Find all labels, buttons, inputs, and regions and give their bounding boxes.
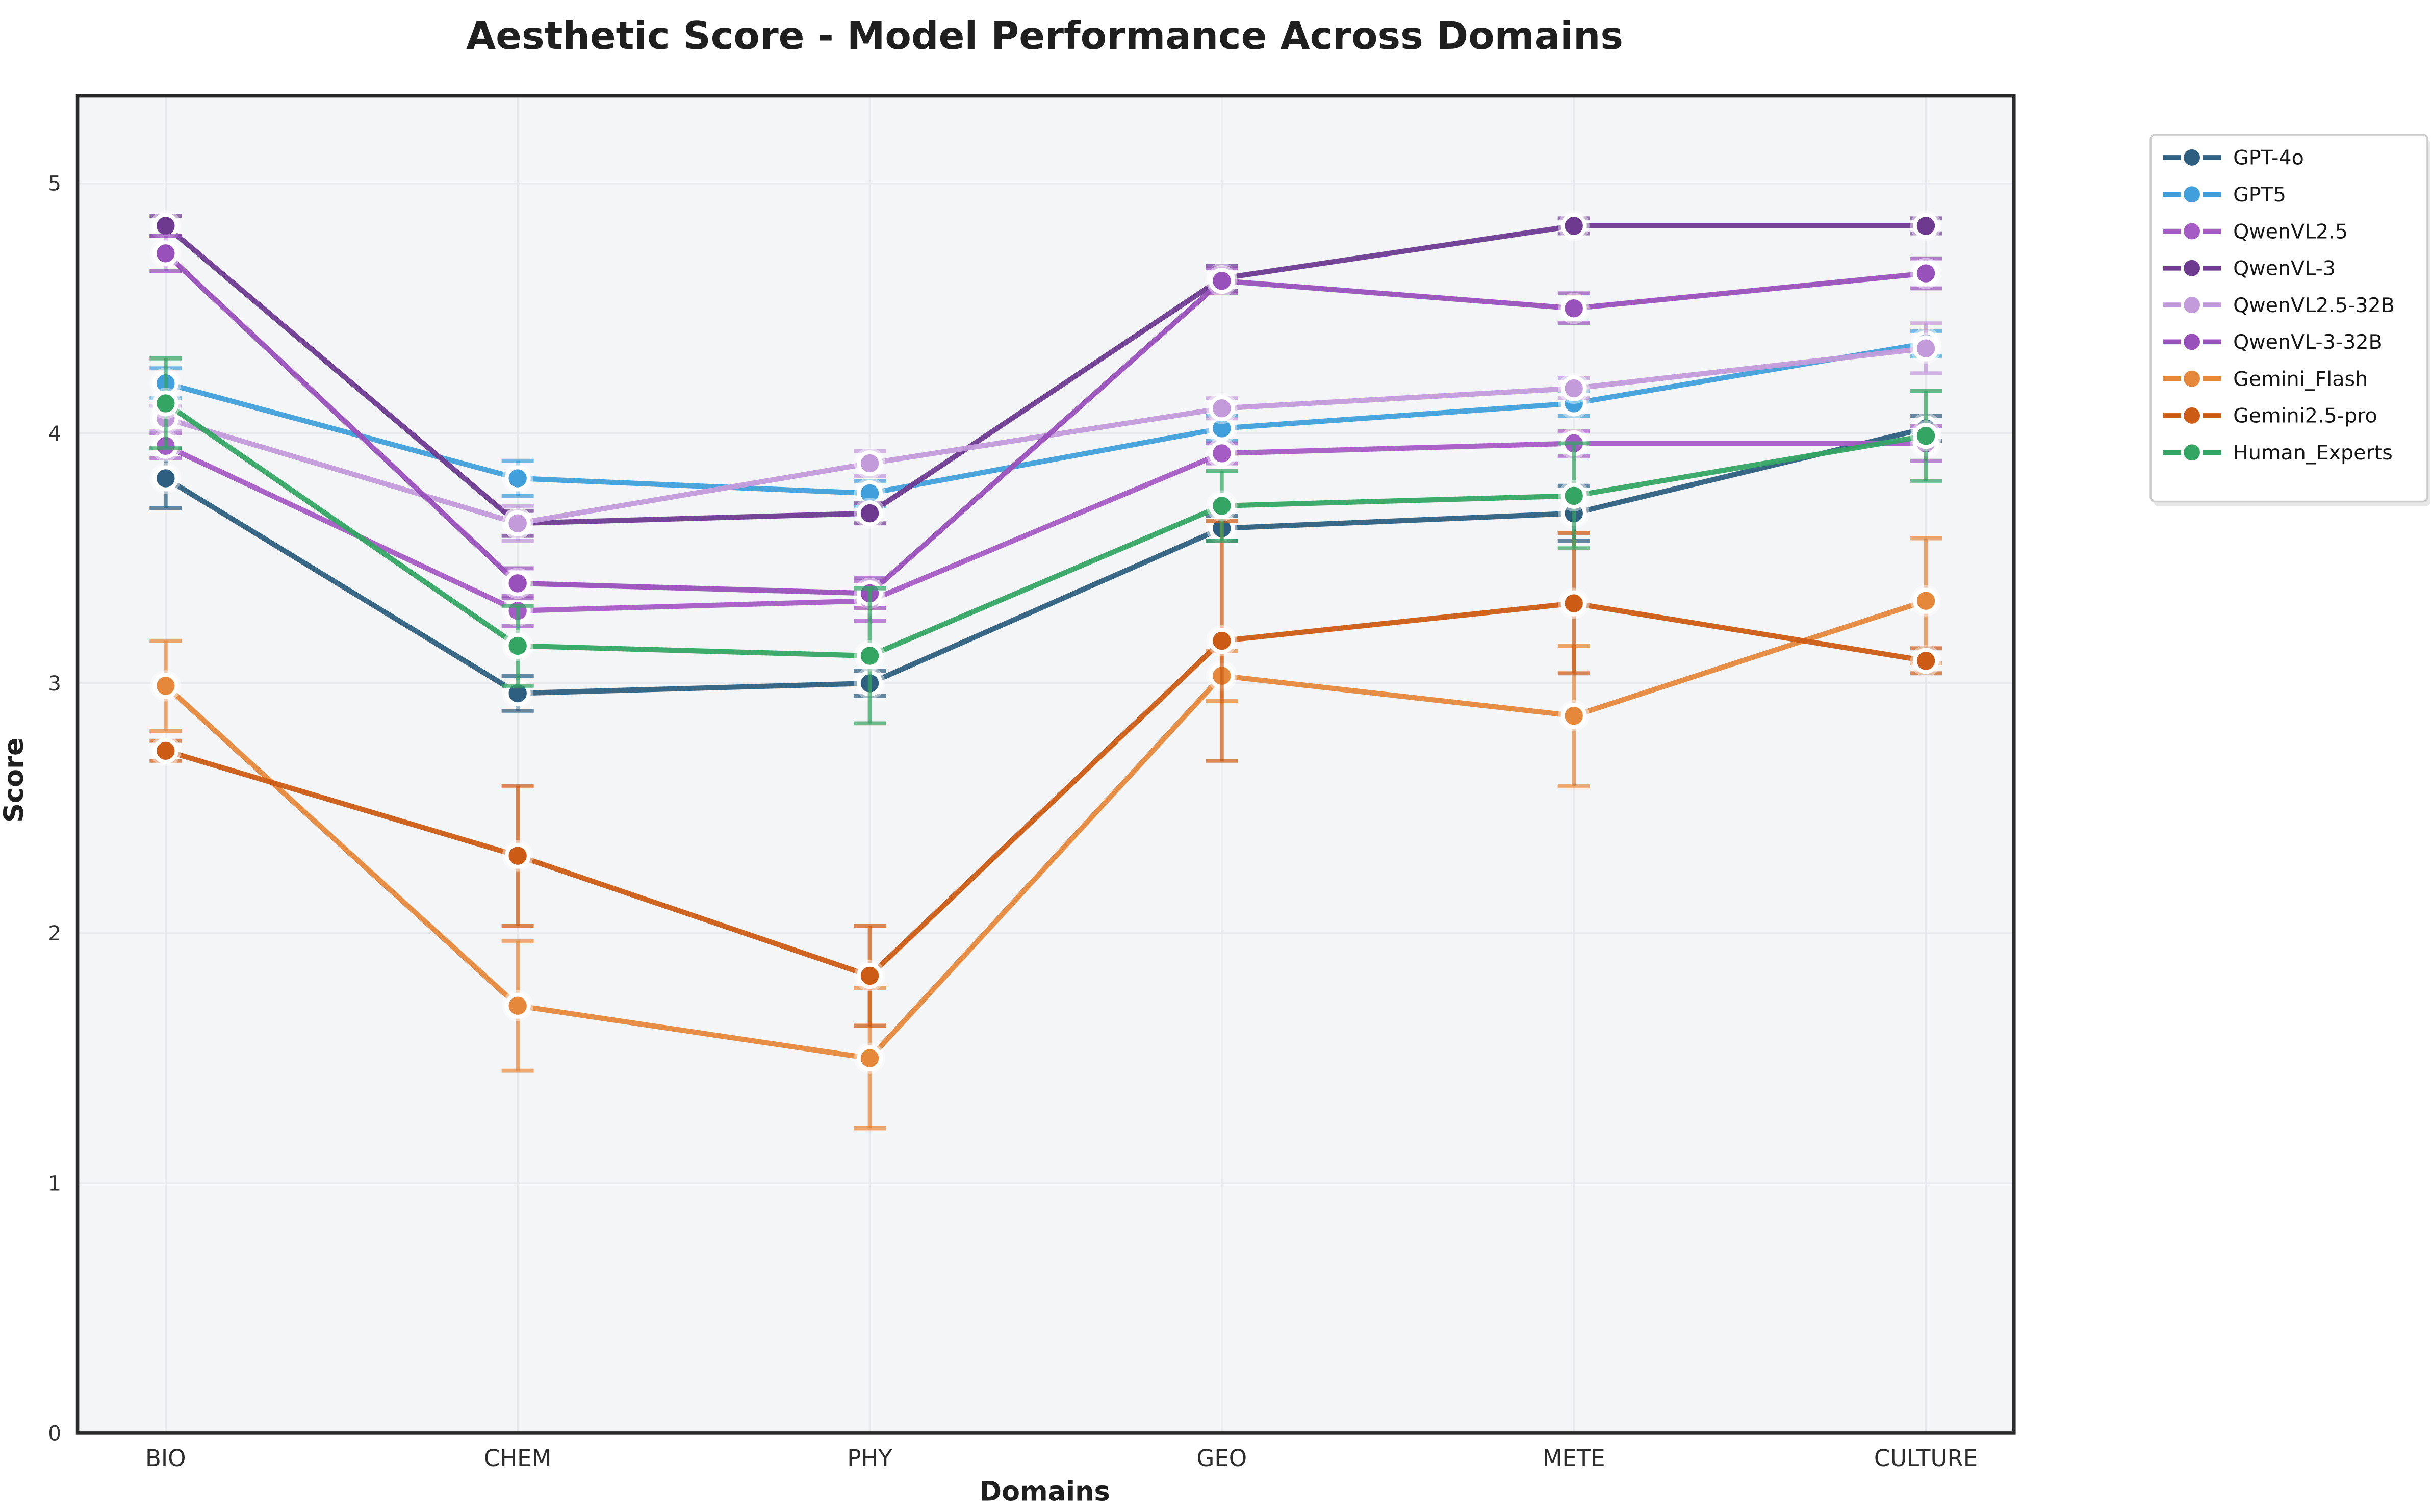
- data-point: [152, 465, 179, 492]
- legend-label: QwenVL2.5: [2233, 220, 2348, 243]
- legend-marker: [2181, 404, 2203, 427]
- legend-label: Gemini2.5-pro: [2233, 404, 2377, 428]
- legend-marker: [2181, 257, 2203, 279]
- legend-item: QwenVL2.5: [2163, 220, 2348, 243]
- data-point: [857, 450, 883, 477]
- legend-item: GPT-4o: [2163, 146, 2304, 170]
- data-point: [152, 240, 179, 267]
- axes-spines: [75, 94, 2016, 1435]
- series-layer: [149, 210, 1942, 1131]
- legend-label: QwenVL2.5-32B: [2233, 294, 2395, 317]
- y-tick-label: 1: [48, 1171, 61, 1195]
- data-point: [1913, 335, 1939, 362]
- series-line: [163, 441, 1929, 613]
- series-line: [163, 425, 1929, 696]
- legend-label: QwenVL-3-32B: [2233, 330, 2383, 354]
- data-point: [857, 643, 883, 669]
- y-tick-label: 5: [48, 171, 61, 196]
- data-point: [152, 737, 179, 764]
- legend-marker: [2181, 183, 2203, 206]
- legend-marker: [2181, 220, 2203, 243]
- data-point: [152, 390, 179, 417]
- legend-item: QwenVL2.5-32B: [2163, 294, 2395, 317]
- data-point: [857, 1045, 883, 1071]
- series-line: [163, 223, 1929, 526]
- legend-item: QwenVL-3-32B: [2163, 330, 2383, 354]
- legend-marker: [2181, 330, 2203, 353]
- plot-area: [78, 96, 2014, 1433]
- series-line: [163, 600, 1929, 979]
- data-point: [504, 632, 531, 659]
- legend-marker: [2181, 367, 2203, 390]
- data-point: [1560, 482, 1587, 509]
- y-tick-label: 3: [48, 671, 61, 696]
- data-point: [1560, 703, 1587, 729]
- data-point: [1913, 423, 1939, 449]
- data-point: [1913, 587, 1939, 614]
- series-line: [163, 250, 1929, 596]
- y-tick-label: 2: [48, 921, 61, 945]
- data-point: [504, 465, 531, 492]
- legend-item: GPT5: [2163, 183, 2286, 207]
- legend: GPT-4o GPT5 QwenVL2.5 QwenVL-3 QwenVL2.5-32B…: [2149, 134, 2430, 506]
- plot-background-layer: [78, 96, 2014, 1433]
- y-tick-label: 4: [48, 421, 61, 446]
- x-tick-label: BIO: [145, 1445, 186, 1472]
- data-point: [1209, 268, 1235, 294]
- legend-marker: [2181, 294, 2203, 316]
- series-QwenVL-3-32B: [149, 234, 1942, 610]
- legend-marker: [2181, 146, 2203, 169]
- legend-box: [2149, 134, 2428, 503]
- data-point: [504, 510, 531, 536]
- data-point: [1560, 590, 1587, 617]
- data-point: [857, 500, 883, 527]
- y-axis-label: Score: [0, 737, 30, 822]
- tick-label-layer: 0 1 2 3 4 5 BIO CHEM PHY GEO METE CULTURE: [48, 171, 1978, 1472]
- series-Gemini2.5-pro: [149, 519, 1942, 1028]
- y-tick-label: 0: [48, 1421, 61, 1446]
- data-point: [1913, 260, 1939, 287]
- legend-item: Gemini2.5-pro: [2163, 404, 2377, 428]
- x-tick-label: PHY: [847, 1445, 892, 1472]
- legend-item: Human_Experts: [2163, 441, 2393, 465]
- plot-border: [75, 94, 2016, 1435]
- x-tick-label: GEO: [1196, 1445, 1247, 1472]
- series-line: [163, 598, 1929, 1061]
- legend-label: Gemini_Flash: [2233, 367, 2368, 391]
- data-point: [1560, 375, 1587, 402]
- data-point: [857, 962, 883, 989]
- legend-label: GPT-4o: [2233, 146, 2304, 170]
- x-tick-label: METE: [1543, 1445, 1605, 1472]
- data-point: [152, 213, 179, 239]
- legend-label: GPT5: [2233, 183, 2286, 207]
- data-point: [1209, 493, 1235, 519]
- series-line: [163, 400, 1929, 659]
- legend-label: QwenVL-3: [2233, 257, 2336, 280]
- legend-item: Gemini_Flash: [2163, 367, 2368, 391]
- legend-marker: [2181, 441, 2203, 464]
- data-point: [1560, 295, 1587, 322]
- legend-label: Human_Experts: [2233, 441, 2393, 465]
- data-point: [1209, 440, 1235, 467]
- data-point: [152, 673, 179, 699]
- data-point: [504, 992, 531, 1019]
- legend-item: QwenVL-3: [2163, 257, 2336, 280]
- chart-title: Aesthetic Score - Model Performance Acro…: [466, 13, 1623, 58]
- gridline-layer: [78, 96, 2014, 1433]
- data-point: [1209, 395, 1235, 422]
- data-point: [504, 842, 531, 869]
- x-tick-label: CHEM: [484, 1445, 551, 1472]
- data-point: [1913, 648, 1939, 674]
- x-tick-label: CULTURE: [1874, 1445, 1978, 1472]
- series-line: [163, 341, 1929, 496]
- data-point: [1209, 628, 1235, 654]
- series-Human_Experts: [149, 356, 1942, 726]
- data-point: [1560, 213, 1587, 239]
- data-point: [504, 570, 531, 597]
- data-point: [1913, 213, 1939, 239]
- x-axis-label: Domains: [979, 1476, 1110, 1507]
